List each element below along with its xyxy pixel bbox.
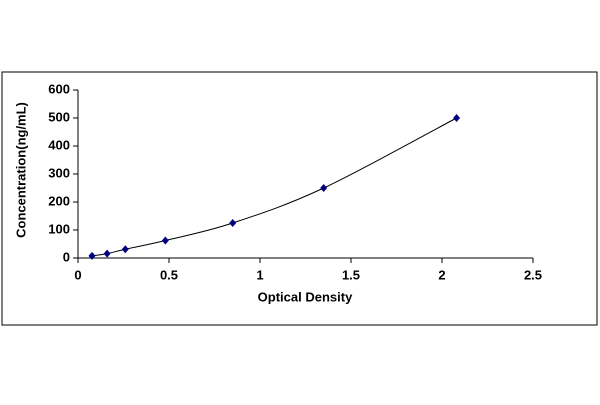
x-tick-label: 1 xyxy=(256,267,263,282)
data-point xyxy=(103,249,111,258)
y-axis-label: Concentration(ng/mL) xyxy=(13,102,28,238)
data-point xyxy=(121,245,129,254)
y-tick-label: 300 xyxy=(48,165,70,180)
data-point xyxy=(320,184,328,192)
y-tick-label: 0 xyxy=(63,249,70,264)
x-axis-label: Optical Density xyxy=(258,289,353,304)
data-point xyxy=(161,236,169,245)
y-tick-label: 500 xyxy=(48,109,70,124)
x-tick-label: 0 xyxy=(74,267,81,282)
x-tick-label: 2 xyxy=(438,267,445,282)
data-point xyxy=(453,114,461,122)
y-tick-label: 600 xyxy=(48,81,70,96)
x-tick-label: 1.5 xyxy=(342,267,360,282)
x-tick-label: 0.5 xyxy=(160,267,178,282)
x-tick-label: 2.5 xyxy=(524,267,542,282)
data-point xyxy=(88,251,96,260)
trend-line xyxy=(91,117,457,257)
y-tick-label: 100 xyxy=(48,221,70,236)
y-tick-label: 400 xyxy=(48,137,70,152)
chart-border xyxy=(1,71,598,326)
data-point xyxy=(229,219,237,227)
y-tick-label: 200 xyxy=(48,193,70,208)
